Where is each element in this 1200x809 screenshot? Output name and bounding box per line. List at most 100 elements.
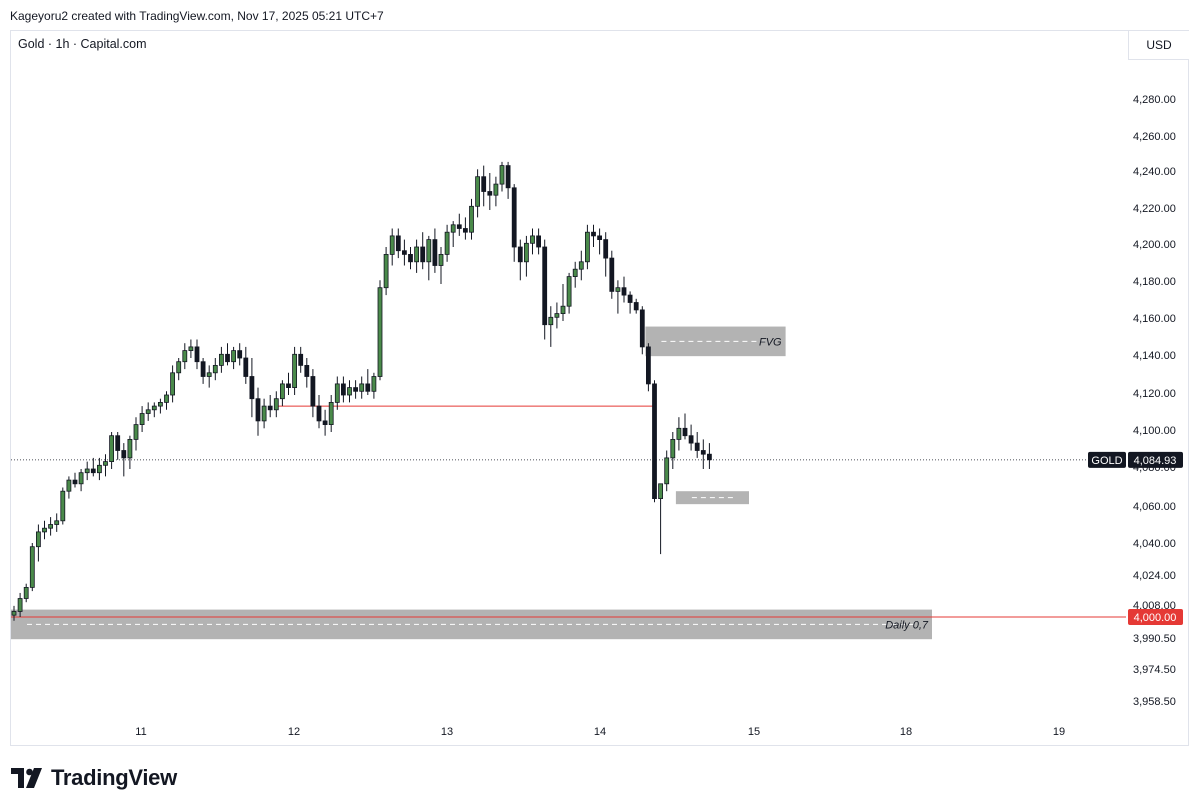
candle-body (176, 361, 182, 374)
y-tick-label: 4,220.00 (1133, 203, 1176, 215)
candle-body (627, 294, 633, 303)
candle-body (420, 246, 426, 263)
candle-body (103, 461, 108, 466)
candle-body (97, 464, 102, 474)
candle-body (298, 353, 304, 366)
current-price-label: 4,084.93 (1134, 455, 1177, 467)
candle-body (218, 353, 224, 366)
y-tick-label: 4,060.00 (1133, 501, 1176, 513)
symbol-label-bg (1088, 451, 1126, 468)
y-tick-label: 3,974.50 (1133, 664, 1176, 676)
candle-body (536, 235, 541, 248)
candle-body (206, 372, 212, 377)
candle-body (60, 490, 66, 522)
candle-body (145, 409, 151, 414)
candle-body (517, 246, 523, 263)
candle-body (444, 231, 450, 255)
candle-body (188, 346, 194, 351)
candle-body (621, 287, 627, 296)
candle-body (249, 376, 255, 400)
candle-body (310, 376, 316, 407)
candle-body (90, 468, 96, 474)
candle-body (255, 398, 261, 422)
candle-body (426, 239, 432, 263)
candle-body (481, 176, 487, 192)
currency-button[interactable]: USD (1128, 31, 1189, 60)
logo-text: TradingView (51, 765, 177, 790)
candle-body (170, 372, 176, 396)
candle-body (72, 479, 78, 485)
candle-body (511, 187, 517, 248)
candle-body (554, 313, 560, 318)
y-tick-label: 4,200.00 (1133, 239, 1176, 251)
x-tick-label: 14 (594, 726, 606, 738)
candle-body (243, 357, 249, 377)
candle-body (115, 435, 121, 451)
y-tick-label: 3,958.50 (1133, 696, 1176, 708)
x-tick-label: 11 (135, 726, 146, 738)
candle-body (371, 376, 377, 392)
y-tick-label: 4,160.00 (1133, 313, 1176, 325)
candle-body (29, 546, 35, 588)
candle-body (688, 435, 694, 444)
candle-body (11, 611, 17, 616)
current-price-label-bg (1128, 451, 1183, 468)
zone-label: FVG (759, 336, 782, 348)
candle-body (200, 361, 206, 377)
x-tick-label: 15 (748, 726, 760, 738)
y-tick-label: 4,260.00 (1133, 131, 1176, 143)
candle-body (84, 468, 90, 474)
y-tick-label: 4,180.00 (1133, 276, 1176, 288)
candle-body (359, 383, 365, 392)
candle-body (700, 450, 706, 455)
candle-body (267, 405, 273, 411)
candle-body (652, 383, 657, 499)
candle-body (578, 261, 584, 270)
candle-body (377, 287, 383, 377)
candle-body (194, 346, 200, 363)
candle-body (23, 587, 29, 599)
y-tick-label: 4,100.00 (1133, 425, 1176, 437)
candle-body (225, 353, 230, 363)
candle-body (182, 350, 188, 363)
candle-body (670, 438, 676, 459)
candle-body (585, 231, 590, 263)
candle-body (633, 302, 639, 311)
chart-frame (10, 30, 1189, 746)
candle-body (591, 231, 596, 237)
candle-body (566, 276, 572, 307)
candle-body (347, 387, 352, 396)
candle-body (109, 435, 114, 463)
candle-body (414, 246, 420, 263)
candle-body (157, 401, 163, 407)
candle-body (432, 239, 438, 266)
candle-body (334, 383, 340, 403)
y-tick-label: 4,240.00 (1133, 166, 1176, 178)
candle-body (127, 438, 133, 459)
candle-body (383, 253, 389, 289)
y-tick-label: 4,024.00 (1133, 570, 1176, 582)
candle-body (639, 309, 645, 348)
candle-body (340, 383, 346, 396)
candle-body (548, 316, 554, 326)
candle-body (438, 253, 444, 266)
y-tick-label: 3,990.50 (1133, 633, 1176, 645)
candle-body (609, 257, 615, 292)
x-tick-label: 18 (900, 726, 912, 738)
candle-body (54, 520, 60, 525)
zone-label: Daily 0,7 (885, 619, 929, 631)
candle-body (231, 350, 237, 363)
y-tick-label: 4,120.00 (1133, 388, 1176, 400)
candle-body (462, 228, 468, 233)
candle-body (353, 387, 359, 392)
candle-body (469, 205, 474, 233)
candle-body (273, 398, 279, 411)
candle-body (664, 457, 670, 485)
candle-body (524, 242, 529, 263)
tradingview-logo[interactable]: TradingView (11, 765, 177, 791)
candle-body (475, 176, 481, 207)
candle-body (365, 383, 371, 392)
candle-body (450, 224, 456, 233)
level-price-label-bg (1128, 609, 1183, 625)
